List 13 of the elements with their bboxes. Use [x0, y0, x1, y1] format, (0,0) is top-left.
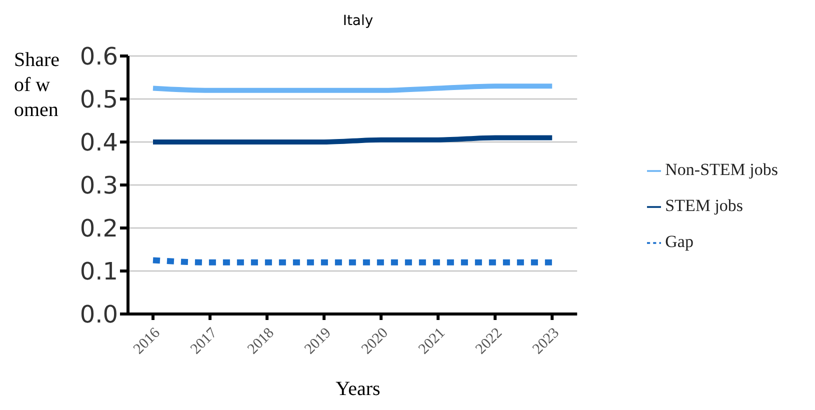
- y-axis-title: Share of women: [14, 48, 60, 123]
- y-tick-label: 0.3: [80, 172, 118, 200]
- y-tick-label: 0.2: [80, 214, 118, 243]
- y-tick-label: 0.0: [80, 300, 118, 329]
- legend-label: Non-STEM jobs: [665, 160, 778, 179]
- legend-label: STEM jobs: [665, 196, 744, 215]
- y-tick-label: 0.4: [80, 128, 118, 157]
- y-tick-label: 0.5: [80, 86, 118, 114]
- y-tick-label: 0.1: [80, 258, 118, 286]
- legend-label: Gap: [665, 232, 694, 251]
- chart-title: Italy: [342, 13, 374, 29]
- x-axis-title: Years: [334, 378, 382, 401]
- y-tick-label: 0.6: [80, 42, 118, 71]
